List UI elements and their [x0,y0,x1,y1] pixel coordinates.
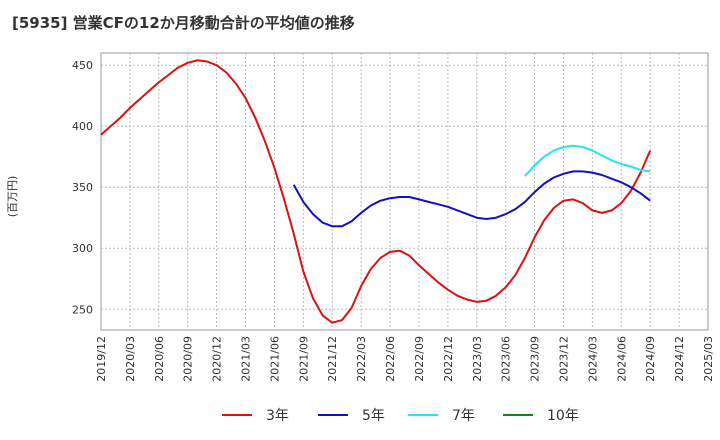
x-tick-label: 2019/12 [95,336,108,382]
plot-area [100,52,709,331]
x-tick-label: 2021/09 [297,336,310,382]
legend-label-4: 10年 [547,408,579,424]
chart-title: [5935] 営業CFの12か月移動合計の平均値の推移 [12,14,355,32]
x-tick-label: 2024/12 [673,336,686,382]
x-tick-label: 2021/06 [268,336,281,382]
x-tick-label: 2023/06 [500,336,513,382]
x-tick-label: 2023/03 [471,336,484,382]
x-tick-label: 2022/06 [384,336,397,382]
series-line-1 [100,59,652,324]
y-axis-label: (百万円) [6,176,19,218]
y-tick-label: 250 [72,303,93,316]
x-tick-label: 2024/03 [586,336,599,382]
x-tick-label: 2020/06 [153,336,166,382]
x-tick-label: 2024/06 [615,336,628,382]
x-tick-label: 2023/09 [529,336,542,382]
legend-label-1: 3年 [266,408,289,424]
series-line-2 [292,170,651,228]
x-tick-label: 2022/12 [442,336,455,382]
legend-label-3: 7年 [452,408,475,424]
x-tick-label: 2020/12 [211,336,224,382]
series-line-3 [524,144,651,177]
x-tick-label: 2021/03 [240,336,253,382]
x-tick-label: 2024/09 [644,336,657,382]
x-tick-label: 2022/09 [413,336,426,382]
y-tick-label: 450 [72,59,93,72]
x-tick-label: 2020/03 [124,336,137,382]
y-tick-label: 300 [72,242,93,255]
legend-label-2: 5年 [362,408,385,424]
x-tick-label: 2023/12 [557,336,570,382]
y-tick-label: 350 [72,181,93,194]
x-tick-label: 2022/03 [355,336,368,382]
x-tick-label: 2021/12 [326,336,339,382]
y-tick-label: 400 [72,120,93,133]
x-tick-label: 2020/09 [182,336,195,382]
x-tick-label: 2025/03 [702,336,715,382]
